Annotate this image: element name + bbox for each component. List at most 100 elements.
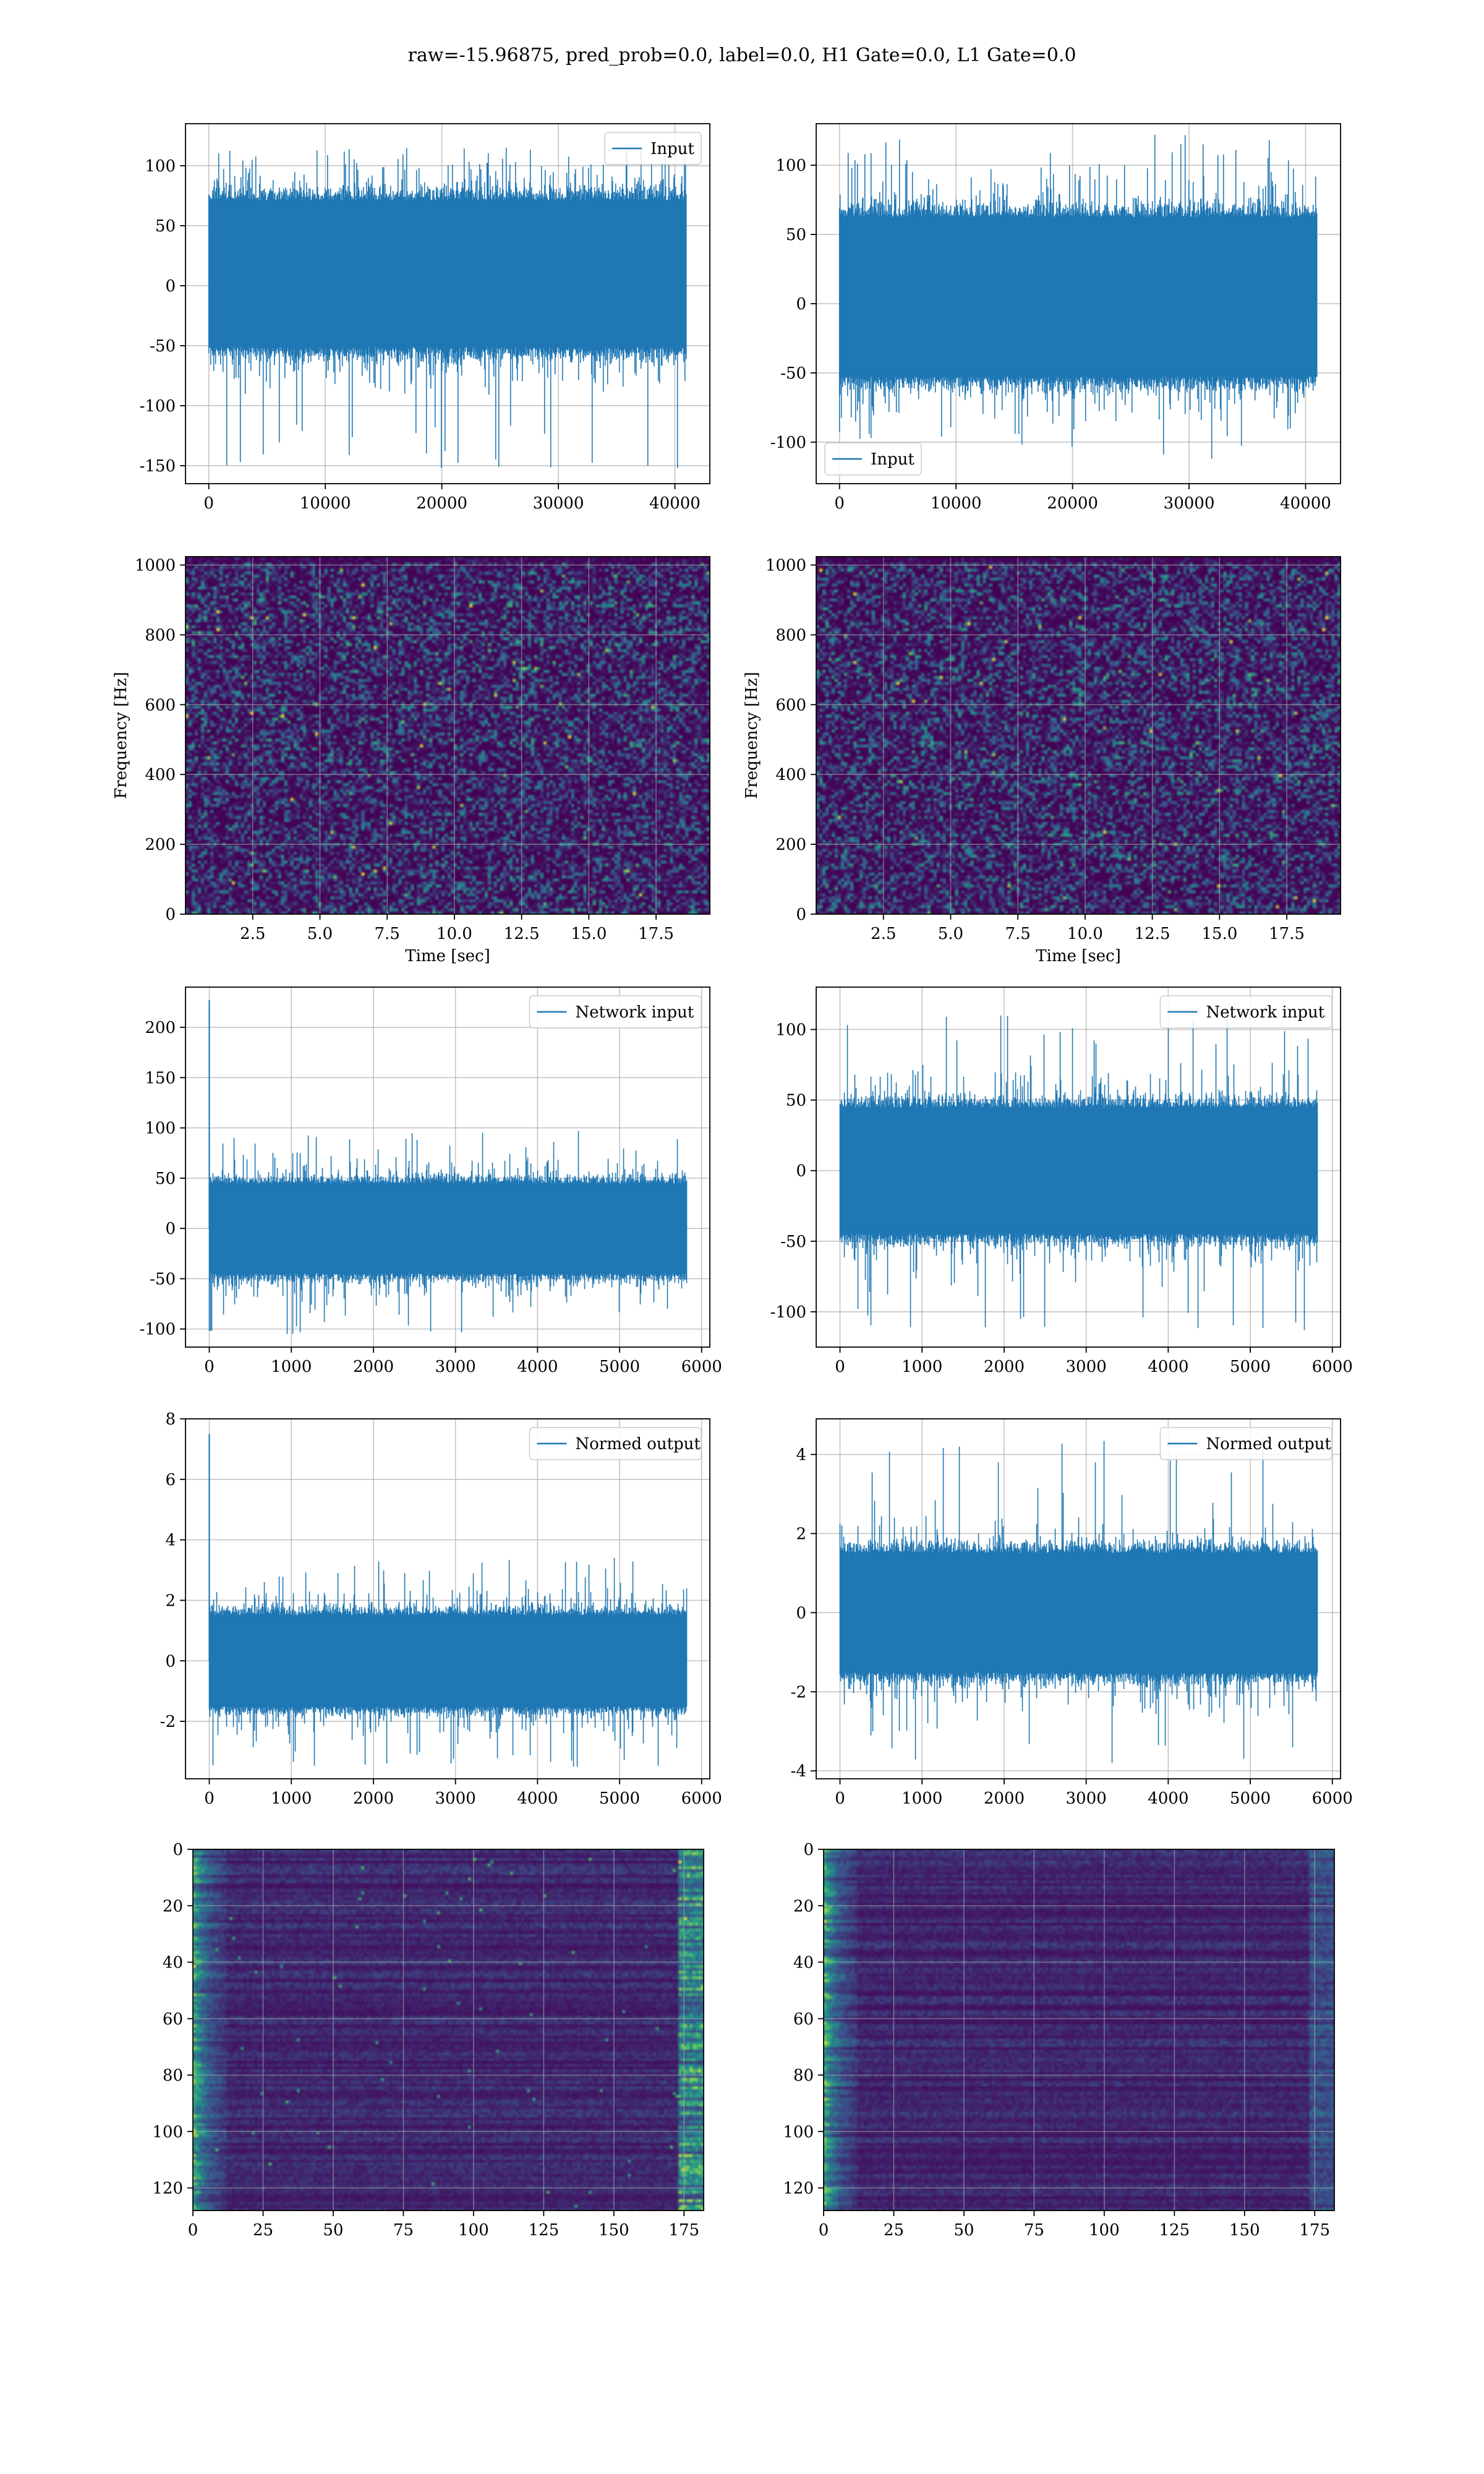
series-core-band bbox=[209, 1616, 687, 1706]
y-tick-label: 0 bbox=[165, 277, 176, 296]
legend: Normed output bbox=[529, 1427, 702, 1460]
legend-box bbox=[529, 995, 702, 1029]
x-tick-label: 5.0 bbox=[938, 925, 963, 943]
y-tick-label: -100 bbox=[770, 1303, 806, 1322]
y-tick-label: 200 bbox=[145, 1019, 176, 1037]
x-tick-label: 0 bbox=[835, 1358, 845, 1376]
x-tick-label: 2000 bbox=[984, 1358, 1025, 1376]
chart-h1-input: 0 10000 20000 30000 40000 -150 -100 -50 0 50 100 In… bbox=[140, 123, 710, 513]
x-tick-label: 12.5 bbox=[504, 925, 540, 943]
y-tick-label: 100 bbox=[152, 2123, 183, 2141]
chart-l1-input: 0 10000 20000 30000 40000 -100 -50 0 50 100 Input bbox=[770, 123, 1341, 513]
x-tick-label: 10.0 bbox=[437, 925, 472, 943]
x-tick-label: 15.0 bbox=[571, 925, 607, 943]
y-tick-label: 20 bbox=[163, 1897, 183, 1915]
y-tick-label: 2 bbox=[165, 1591, 176, 1610]
x-tick-label: 30000 bbox=[533, 494, 584, 513]
axes-frame bbox=[816, 556, 1341, 915]
x-tick-label: 10.0 bbox=[1067, 925, 1103, 943]
chart-h1-network-input: 0 1000 2000 3000 4000 5000 6000 -100 -50 0 50 100 15… bbox=[140, 987, 722, 1376]
legend-label: Network input bbox=[1206, 1003, 1324, 1022]
y-tick-label: 1000 bbox=[765, 557, 806, 575]
x-tick-label: 15.0 bbox=[1201, 925, 1237, 943]
x-tick-label: 0 bbox=[204, 1789, 215, 1808]
x-tick-label: 2000 bbox=[353, 1789, 394, 1808]
y-tick-label: 100 bbox=[145, 157, 176, 176]
legend: Network input bbox=[529, 995, 702, 1029]
series-core-band bbox=[209, 1184, 687, 1272]
y-tick-label: 400 bbox=[775, 766, 806, 784]
y-tick-label: -50 bbox=[780, 1233, 806, 1251]
y-tick-label: 0 bbox=[803, 1841, 814, 1859]
y-axis-label: Frequency [Hz] bbox=[743, 672, 761, 799]
legend-box bbox=[529, 1427, 702, 1460]
series-core-band bbox=[839, 219, 1317, 375]
y-tick-label: 200 bbox=[145, 836, 176, 854]
axes-frame bbox=[185, 1418, 710, 1779]
legend: Input bbox=[604, 132, 702, 165]
y-tick-label: -50 bbox=[150, 1270, 176, 1288]
x-tick-label: 5000 bbox=[1230, 1358, 1271, 1376]
x-tick-label: 3000 bbox=[1066, 1358, 1107, 1376]
y-tick-label: -2 bbox=[160, 1713, 176, 1731]
x-tick-label: 2000 bbox=[353, 1358, 394, 1376]
y-tick-label: 150 bbox=[145, 1069, 176, 1087]
chart-l1-network-input: 0 1000 2000 3000 4000 5000 6000 -100 -50 0 50 100 Ne… bbox=[770, 987, 1353, 1376]
y-tick-label: 0 bbox=[165, 905, 176, 924]
axes-frame bbox=[185, 556, 710, 915]
x-tick-label: 20000 bbox=[1047, 494, 1098, 513]
x-axis-label: Time [sec] bbox=[1036, 947, 1121, 965]
x-tick-label: 5000 bbox=[599, 1358, 640, 1376]
y-tick-label: 120 bbox=[783, 2180, 814, 2198]
y-tick-label: -50 bbox=[780, 364, 806, 383]
y-tick-label: 6 bbox=[165, 1471, 176, 1489]
x-tick-label: 40000 bbox=[1280, 494, 1331, 513]
x-tick-label: 50 bbox=[953, 2221, 974, 2240]
axes-frame bbox=[816, 123, 1341, 484]
y-tick-label: 100 bbox=[775, 156, 806, 175]
y-tick-label: 0 bbox=[796, 905, 806, 924]
x-tick-label: 10000 bbox=[300, 494, 351, 513]
y-tick-label: -100 bbox=[770, 434, 806, 452]
x-tick-label: 10000 bbox=[931, 494, 982, 513]
chart-h1-spectrogram: 2.5 5.0 7.5 10.0 12.5 15.0 17.5 0 200 400 600 800 10… bbox=[112, 556, 710, 965]
y-tick-label: 80 bbox=[793, 2066, 814, 2085]
y-tick-label: 40 bbox=[163, 1954, 183, 1972]
y-tick-label: 400 bbox=[145, 766, 176, 784]
x-tick-label: 30000 bbox=[1164, 494, 1215, 513]
x-tick-label: 20000 bbox=[416, 494, 467, 513]
spectrogram-image bbox=[186, 557, 710, 914]
y-tick-label: 50 bbox=[786, 226, 806, 244]
x-tick-label: 4000 bbox=[1148, 1789, 1188, 1808]
y-tick-label: 600 bbox=[775, 696, 806, 714]
legend-label: Input bbox=[650, 140, 694, 158]
x-tick-label: 3000 bbox=[1066, 1789, 1107, 1808]
legend-label: Normed output bbox=[1206, 1435, 1331, 1453]
y-tick-label: -100 bbox=[140, 1320, 176, 1339]
legend-label: Input bbox=[871, 450, 915, 469]
legend: Network input bbox=[1159, 995, 1333, 1029]
y-tick-label: 0 bbox=[165, 1652, 176, 1671]
x-tick-label: 6000 bbox=[1312, 1789, 1353, 1808]
x-tick-label: 100 bbox=[458, 2221, 489, 2240]
x-tick-label: 100 bbox=[1089, 2221, 1120, 2240]
x-tick-label: 12.5 bbox=[1135, 925, 1171, 943]
x-tick-label: 6000 bbox=[681, 1358, 722, 1376]
y-tick-label: 120 bbox=[152, 2180, 183, 2198]
x-tick-label: 0 bbox=[834, 494, 845, 513]
legend-box bbox=[1159, 1427, 1333, 1460]
chart-l1-spectrogram: 2.5 5.0 7.5 10.0 12.5 15.0 17.5 0 200 400 600 800 10… bbox=[743, 556, 1341, 965]
spectrogram-image bbox=[816, 557, 1341, 914]
x-tick-label: 3000 bbox=[435, 1358, 476, 1376]
legend-label: Normed output bbox=[575, 1435, 701, 1453]
x-tick-label: 25 bbox=[253, 2221, 273, 2240]
plot-background bbox=[186, 987, 710, 1347]
series-core-band bbox=[208, 202, 686, 345]
y-tick-label: 200 bbox=[775, 836, 806, 854]
x-tick-label: 5.0 bbox=[307, 925, 333, 943]
x-tick-label: 150 bbox=[599, 2221, 629, 2240]
y-tick-label: -4 bbox=[791, 1762, 806, 1781]
x-tick-label: 17.5 bbox=[638, 925, 674, 943]
x-tick-label: 125 bbox=[528, 2221, 559, 2240]
y-tick-label: -100 bbox=[140, 397, 176, 416]
